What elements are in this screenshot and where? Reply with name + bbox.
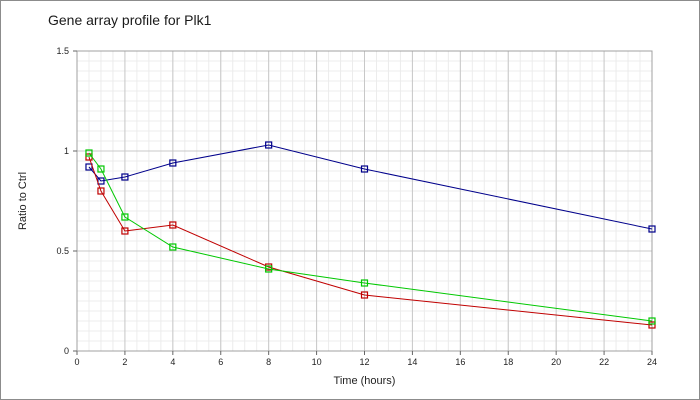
x-tick-label: 8 <box>266 357 271 367</box>
data-point <box>85 149 93 157</box>
data-point <box>169 159 177 167</box>
x-tick-label: 16 <box>455 357 465 367</box>
series-line <box>88 156 653 326</box>
data-point <box>121 227 129 235</box>
data-point <box>648 225 656 233</box>
data-point <box>169 243 177 251</box>
data-point <box>360 291 369 299</box>
x-tick-label: 2 <box>122 357 127 367</box>
y-tick-label: 1 <box>64 146 69 156</box>
series-3 <box>85 149 656 325</box>
data-point <box>265 141 273 149</box>
data-point <box>97 187 105 195</box>
x-tick-label: 6 <box>218 357 223 367</box>
chart-title: Gene array profile for Plk1 <box>48 12 212 28</box>
data-point <box>169 221 177 229</box>
x-tick-label: 14 <box>407 357 417 367</box>
x-tick-label: 4 <box>170 357 175 367</box>
data-point <box>648 321 656 329</box>
data-point <box>265 265 273 273</box>
x-tick-label: 18 <box>503 357 513 367</box>
x-tick-label: 24 <box>647 357 657 367</box>
data-point <box>97 165 105 173</box>
y-axis-label: Ratio to Ctrl <box>17 172 29 230</box>
x-tick-label: 22 <box>599 357 609 367</box>
data-point <box>121 213 129 221</box>
x-tick-label: 20 <box>551 357 561 367</box>
data-point <box>360 279 369 287</box>
data-point <box>121 173 129 181</box>
data-point <box>360 165 369 173</box>
x-tick-label: 0 <box>74 357 79 367</box>
series-layer <box>85 141 656 329</box>
y-tick-label: 1.5 <box>56 46 69 56</box>
data-point <box>648 317 656 325</box>
series-line <box>88 152 653 322</box>
y-tick-label: 0 <box>64 346 69 356</box>
x-tick-label: 12 <box>359 357 369 367</box>
x-axis-label: Time (hours) <box>334 375 396 387</box>
y-tick-label: 0.5 <box>56 246 69 256</box>
series-1 <box>85 141 656 233</box>
series-line <box>88 144 653 230</box>
x-tick-label: 10 <box>312 357 322 367</box>
